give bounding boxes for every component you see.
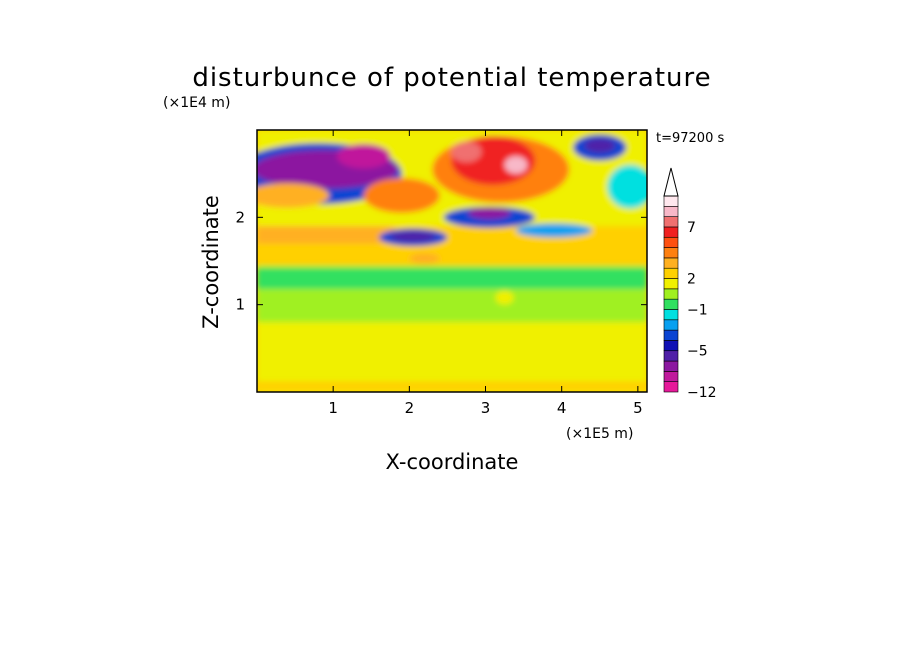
colorbar-swatch [663, 195, 679, 207]
contour-cell [409, 253, 440, 264]
x-axis: 1 2 3 4 5 [328, 130, 643, 417]
colorbar-swatch [663, 288, 679, 300]
x-unit-label: (×1E5 m) [566, 426, 633, 442]
y-axis: 12 [235, 208, 647, 314]
colorbar-swatch [663, 267, 679, 279]
field-lower-layer [257, 322, 647, 392]
x-tick-label: 1 [328, 399, 338, 417]
colorbar-swatch [663, 247, 679, 259]
contour-cell [363, 178, 440, 213]
y-tick-label: 2 [235, 208, 245, 226]
contour-cell [495, 290, 514, 305]
colorbar: 7 2 −1 −5 −12 [663, 167, 717, 401]
chart-title: disturbunce of potential temperature [192, 63, 711, 93]
x-tick-label: 4 [557, 399, 567, 417]
colorbar-tick-label: −1 [687, 302, 708, 318]
colorbar-swatch [663, 298, 679, 310]
colorbar-swatch [663, 371, 679, 382]
colorbar-swatch [663, 319, 679, 331]
colorbar-swatch [663, 350, 679, 362]
colorbar-tick-label: 2 [687, 272, 696, 288]
colorbar-swatch [663, 226, 679, 238]
colorbar-swatch [663, 309, 679, 321]
colorbar-swatch [663, 216, 679, 228]
colorbar-extend-arrow [663, 167, 679, 197]
plot-frame [256, 129, 648, 393]
colorbar-swatch [663, 236, 679, 248]
colorbar-swatch [663, 206, 679, 217]
contour-cell [504, 156, 528, 174]
y-axis-label: Z-coordinate [199, 195, 223, 329]
colorbar-tick-label: −12 [687, 385, 717, 401]
time-label: t=97200 s [656, 131, 724, 146]
contour-cell [336, 143, 391, 169]
contour-cell [257, 183, 330, 208]
plot-area [257, 130, 647, 392]
contour-cell [515, 223, 593, 238]
y-tick-label: 1 [235, 296, 245, 314]
contour-fields [257, 130, 647, 392]
contour-cell [607, 164, 647, 209]
y-unit-label: (×1E4 m) [163, 95, 230, 111]
colorbar-swatch [663, 329, 679, 341]
colorbar-swatch [663, 360, 679, 372]
contour-cell [467, 206, 511, 220]
contour-cell [390, 231, 437, 242]
colorbar-tick-label: −5 [687, 344, 708, 360]
colorbar-swatch [663, 340, 679, 352]
colorbar-swatch [663, 278, 679, 290]
contour-cell [451, 141, 482, 163]
colorbar-swatch [663, 257, 679, 269]
colorbar-swatch [663, 381, 679, 393]
x-tick-label: 2 [405, 399, 415, 417]
x-tick-label: 3 [481, 399, 491, 417]
field-surface-layer [257, 381, 647, 391]
x-axis-label: X-coordinate [386, 450, 519, 474]
colorbar-tick-label: 7 [687, 220, 696, 236]
x-tick-label: 5 [633, 399, 643, 417]
field-cyan-band [257, 267, 647, 289]
contour-cell [584, 138, 616, 153]
